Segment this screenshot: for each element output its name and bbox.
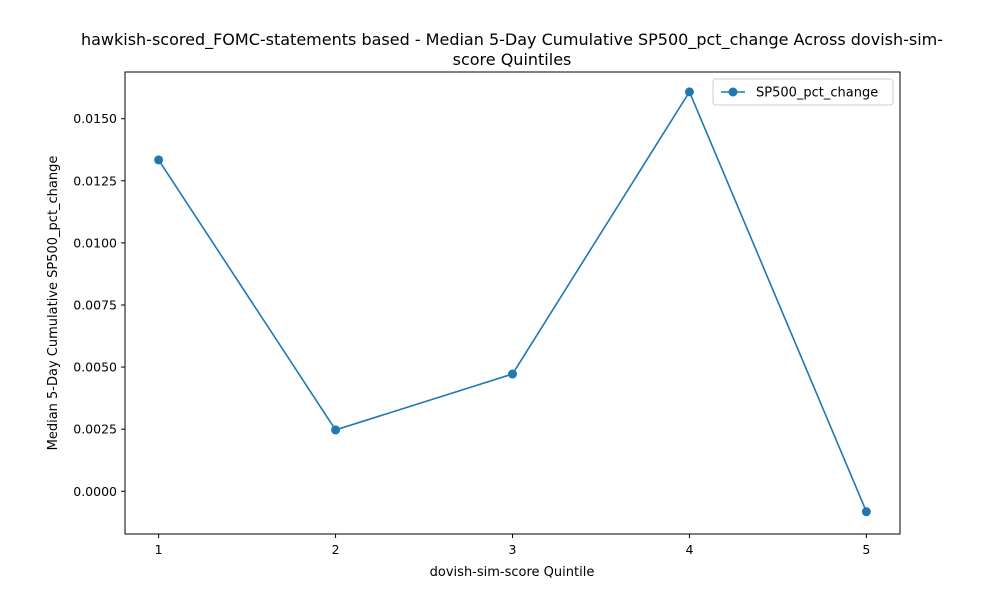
x-axis-label: dovish-sim-score Quintile [430,565,595,580]
data-point [154,155,164,165]
x-tick-label: 2 [332,542,340,557]
y-tick-label: 0.0100 [73,235,117,250]
legend-label: SP500_pct_change [756,86,878,101]
x-tick-label: 1 [155,542,163,557]
legend-marker-sample [728,87,738,97]
data-point [684,87,694,97]
x-tick-label: 5 [862,542,870,557]
y-axis-label: Median 5-Day Cumulative SP500_pct_change [46,156,61,451]
series-line [157,90,868,512]
y-tick-label: 0.0125 [73,173,117,188]
chart-title-line2: score Quintiles [453,50,572,69]
plot-frame [124,71,901,535]
chart-title-line1: hawkish-scored_FOMC-statements based - M… [81,30,943,50]
plot-area [154,87,871,517]
y-tick-label: 0.0000 [73,484,117,499]
y-tick-label: 0.0150 [73,111,117,126]
x-axis: 1 2 3 4 5 [155,534,870,557]
y-tick-label: 0.0025 [73,422,117,437]
y-tick-label: 0.0075 [73,297,117,312]
data-point [508,369,517,379]
y-axis: 0.0000 0.0025 0.0050 0.0075 0.0100 0.0125 0.01… [73,111,125,499]
legend: SP500_pct_change [712,78,894,106]
legend-box [712,78,894,106]
x-tick-label: 3 [509,542,517,557]
y-tick-label: 0.0050 [73,360,117,375]
x-tick-label: 4 [685,542,693,557]
data-point [331,425,341,435]
data-point [861,507,871,517]
